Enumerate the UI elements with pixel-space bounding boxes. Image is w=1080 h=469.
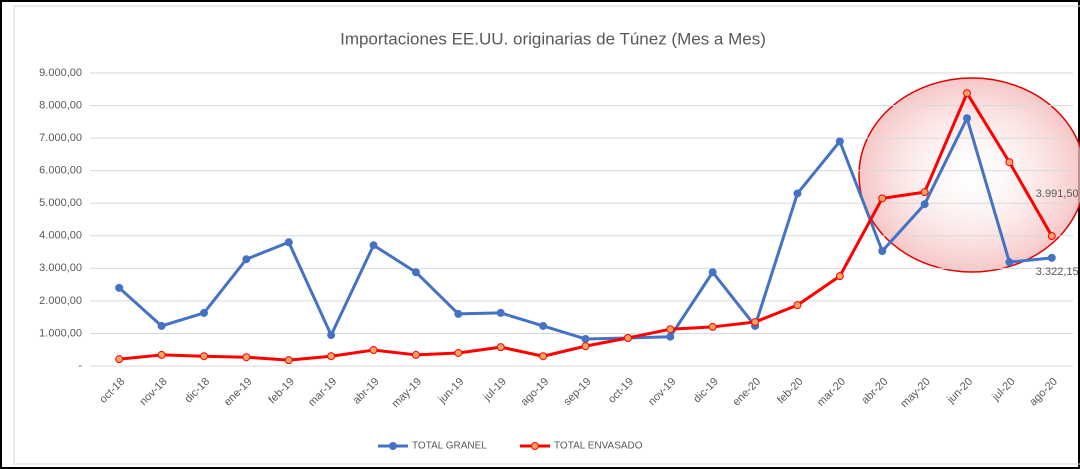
data-point (199, 308, 208, 317)
data-point (284, 238, 293, 247)
y-tick-label: 2.000,00 (39, 295, 82, 307)
legend-marker (389, 442, 397, 450)
legend-label: TOTAL GRANEL (412, 441, 487, 452)
data-point (835, 137, 844, 146)
data-point (327, 331, 336, 340)
y-tick-label: 1.000,00 (39, 327, 82, 339)
data-label: 3.322,15 (1036, 266, 1079, 278)
data-point (708, 268, 717, 277)
y-tick-label: 7.000,00 (39, 132, 82, 144)
data-label: 3.991,50 (1036, 188, 1079, 200)
data-point (878, 194, 887, 203)
y-tick-label: 9.000,00 (39, 67, 82, 79)
data-point (835, 272, 844, 281)
data-point (1005, 258, 1014, 267)
data-point (920, 200, 929, 209)
chart-title: Importaciones EE.UU. originarias de Túne… (340, 29, 766, 48)
data-point (581, 334, 590, 343)
y-tick-label: 6.000,00 (39, 165, 82, 177)
data-point (581, 342, 590, 351)
data-point (115, 283, 124, 292)
data-point (496, 308, 505, 317)
y-tick-label: 3.000,00 (39, 262, 82, 274)
data-point (963, 114, 972, 123)
legend-label: TOTAL ENVASADO (554, 441, 643, 452)
data-point (878, 247, 887, 256)
data-point (496, 343, 505, 352)
y-tick-label: 8.000,00 (39, 99, 82, 111)
data-point (411, 350, 420, 359)
data-point (369, 346, 378, 355)
data-point (1047, 232, 1056, 241)
data-point (623, 334, 632, 343)
data-point (920, 188, 929, 197)
chart-area (13, 5, 1080, 465)
data-point (157, 350, 166, 359)
data-point (963, 89, 972, 98)
data-point (284, 356, 293, 365)
data-point (539, 352, 548, 361)
y-tick-label: - (78, 360, 82, 372)
data-point (369, 241, 378, 250)
highlight-ellipse (858, 77, 1080, 273)
y-tick-label: 5.000,00 (39, 197, 82, 209)
data-point (539, 321, 548, 330)
data-point (666, 332, 675, 341)
legend-marker (531, 442, 539, 450)
data-point (454, 309, 463, 318)
data-point (242, 255, 251, 264)
data-point (1047, 253, 1056, 262)
data-point (793, 301, 802, 310)
data-point (1005, 158, 1014, 167)
data-point (751, 318, 760, 327)
y-tick-label: 4.000,00 (39, 230, 82, 242)
data-point (708, 322, 717, 331)
data-point (199, 352, 208, 361)
data-point (242, 353, 251, 362)
data-point (411, 268, 420, 277)
data-point (454, 348, 463, 357)
data-point (327, 352, 336, 361)
data-point (115, 355, 124, 364)
data-point (666, 325, 675, 334)
data-point (793, 189, 802, 198)
data-point (157, 321, 166, 330)
